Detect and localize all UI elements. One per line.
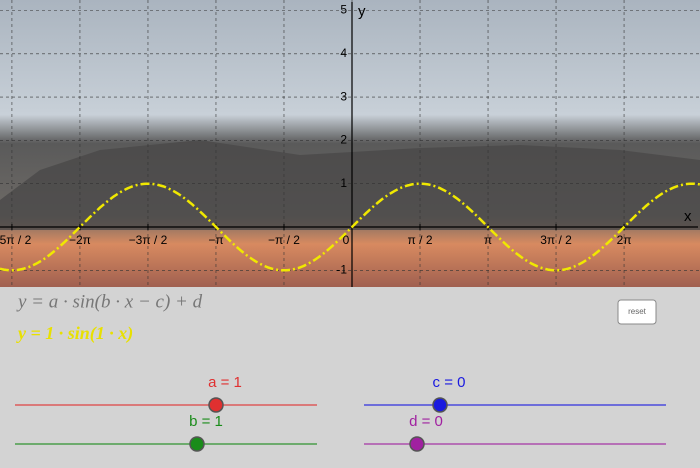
slider-knob[interactable] bbox=[189, 436, 205, 452]
slider-label: d = 0 bbox=[409, 413, 443, 430]
formula: y = a · sin(b · x − c) + d bbox=[16, 291, 203, 312]
slider-label: a = 1 bbox=[208, 374, 242, 391]
slider-knob[interactable] bbox=[409, 436, 425, 452]
x-tick-label: π / 2 bbox=[408, 233, 433, 247]
x-tick-label: 3π / 2 bbox=[540, 233, 572, 247]
mountain bbox=[0, 140, 700, 230]
slider-knob[interactable] bbox=[432, 397, 448, 413]
slider-label: c = 0 bbox=[433, 374, 466, 391]
reset-label[interactable]: reset bbox=[628, 307, 647, 316]
y-tick-label: 2 bbox=[340, 133, 347, 147]
slider-label: b = 1 bbox=[189, 413, 223, 430]
y-tick-label: 4 bbox=[340, 46, 347, 60]
x-tick-label: −3π / 2 bbox=[129, 233, 168, 247]
x-tick-label: −5π / 2 bbox=[0, 233, 32, 247]
background-image bbox=[0, 0, 700, 287]
reset-button[interactable]: reset bbox=[617, 299, 657, 325]
x-tick-label: 0 bbox=[343, 233, 350, 247]
x-tick-label: 2π bbox=[617, 233, 632, 247]
y-tick-label: -1 bbox=[336, 262, 347, 276]
x-tick-label: −2π bbox=[69, 233, 91, 247]
x-tick-label: π bbox=[484, 233, 492, 247]
y-tick-label: 1 bbox=[340, 176, 347, 190]
slider-knob[interactable] bbox=[208, 397, 224, 413]
x-tick-label: −π / 2 bbox=[268, 233, 300, 247]
x-tick-label: −π bbox=[208, 233, 223, 247]
y-tick-label: 3 bbox=[340, 89, 347, 103]
formula-instance: y = 1 · sin(1 · x) bbox=[16, 323, 133, 344]
y-tick-label: 5 bbox=[340, 3, 347, 17]
sine-curve bbox=[0, 182, 700, 272]
x-axis-label: x bbox=[684, 208, 692, 225]
y-axis-label: y bbox=[358, 3, 366, 20]
